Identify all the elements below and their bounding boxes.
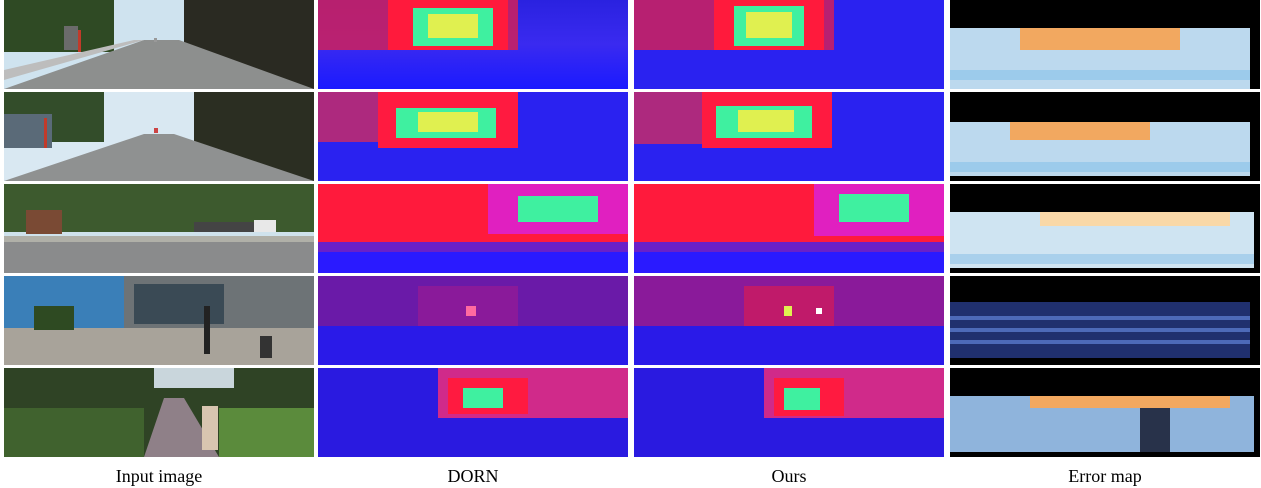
dorn-depth-row-2: [318, 92, 628, 181]
dorn-depth-row-4: [318, 276, 628, 365]
input-image-row-4: [4, 276, 314, 365]
error-map-row-3: [950, 184, 1260, 273]
column-error-map: [950, 0, 1260, 460]
dorn-depth-row-1: [318, 0, 628, 89]
error-map-row-4: [950, 276, 1260, 365]
ours-depth-row-1: [634, 0, 944, 89]
caption-input-image: Input image: [115, 466, 203, 486]
input-image-row-2: [4, 92, 314, 181]
dorn-depth-row-5: [318, 368, 628, 457]
input-image-row-3: [4, 184, 314, 273]
input-image-row-5: [4, 368, 314, 457]
error-map-row-1: [950, 0, 1260, 89]
column-input-image: [4, 0, 314, 460]
error-map-row-5: [950, 368, 1260, 457]
caption-error-map: Error map: [1068, 466, 1142, 486]
caption-ours: Ours: [771, 466, 807, 486]
caption-dorn: DORN: [447, 466, 499, 486]
ours-depth-row-4: [634, 276, 944, 365]
ours-depth-row-5: [634, 368, 944, 457]
figure-grid: Input image DORN Ours Error map: [4, 0, 1260, 486]
column-ours: [634, 0, 944, 460]
input-image-row-1: [4, 0, 314, 89]
dorn-depth-row-3: [318, 184, 628, 273]
ours-depth-row-3: [634, 184, 944, 273]
column-dorn: [318, 0, 628, 460]
ours-depth-row-2: [634, 92, 944, 181]
error-map-row-2: [950, 92, 1260, 181]
